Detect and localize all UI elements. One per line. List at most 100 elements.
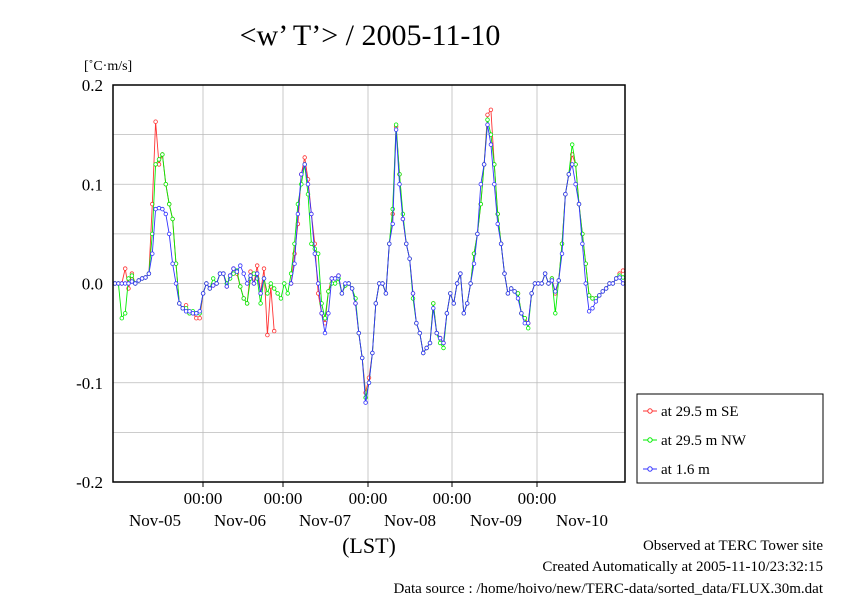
- data-point: [187, 309, 192, 314]
- data-point: [427, 340, 433, 346]
- data-point: [305, 181, 311, 187]
- data-point: [421, 350, 426, 356]
- data-point: [363, 400, 368, 405]
- plot-frame: [112, 84, 626, 483]
- data-point: [380, 281, 385, 286]
- data-point: [231, 266, 236, 271]
- data-point: [156, 157, 162, 162]
- series-line: [290, 124, 624, 403]
- data-point: [288, 281, 294, 286]
- data-point: [542, 271, 548, 276]
- data-point: [465, 301, 470, 306]
- data-point: [556, 278, 561, 283]
- x-date-label: Nov-09: [470, 511, 522, 530]
- x-date-label: Nov-08: [384, 511, 436, 530]
- data-point: [150, 251, 155, 256]
- data-point: [397, 181, 402, 187]
- x-date-label: Nov-07: [299, 511, 351, 530]
- data-point: [332, 276, 338, 281]
- y-axis-ticks: 0.2 0.1 0.0 -0.1 -0.2: [76, 76, 103, 492]
- data-point: [573, 181, 578, 187]
- data-point: [414, 321, 419, 326]
- x-date-label: Nov-05: [129, 511, 181, 530]
- data-point: [410, 291, 416, 296]
- data-point: [224, 284, 229, 289]
- data-point: [431, 301, 436, 306]
- data-point: [559, 241, 565, 246]
- data-point: [570, 142, 575, 147]
- y-tick-label: 0.2: [82, 76, 103, 95]
- data-point: [553, 289, 558, 294]
- data-point: [485, 122, 490, 127]
- data-point: [238, 263, 243, 268]
- data-point: [488, 142, 494, 147]
- data-point: [590, 306, 595, 311]
- chart-title: <w’ T’> / 2005-11-10: [240, 19, 501, 52]
- x-date-label: Nov-10: [556, 511, 608, 530]
- data-point: [346, 281, 351, 286]
- data-point: [133, 281, 138, 286]
- data-point: [393, 127, 399, 132]
- series-line: [115, 119, 624, 398]
- data-point: [166, 201, 172, 207]
- series-1: [112, 117, 626, 400]
- x-tick-time-label: 00:00: [264, 489, 303, 508]
- x-tick-time-label: 00:00: [184, 489, 223, 508]
- data-point: [255, 271, 260, 276]
- data-point: [163, 211, 168, 217]
- data-point: [332, 281, 338, 286]
- data-point: [407, 256, 412, 261]
- data-point: [248, 269, 253, 274]
- data-point: [136, 278, 141, 283]
- data-point: [207, 286, 212, 291]
- data-point: [393, 122, 399, 127]
- footer-observed: Observed at TERC Tower site: [643, 538, 823, 554]
- data-point: [373, 301, 378, 306]
- data-point: [309, 211, 314, 217]
- data-point: [454, 281, 460, 286]
- data-point: [170, 216, 175, 222]
- data-point: [272, 286, 277, 291]
- data-point: [265, 291, 270, 296]
- data-point: [326, 289, 331, 294]
- data-point: [244, 281, 250, 286]
- data-point: [356, 330, 361, 336]
- data-point: [248, 273, 253, 278]
- data-point: [366, 380, 372, 385]
- data-point: [539, 281, 544, 286]
- data-point: [122, 311, 128, 316]
- legend-swatch-marker: [647, 466, 653, 472]
- data-point: [234, 269, 240, 274]
- data-point: [170, 261, 175, 266]
- data-point: [238, 284, 243, 289]
- data-point: [173, 281, 179, 286]
- data-point: [610, 281, 615, 286]
- data-point: [163, 181, 168, 187]
- data-point: [258, 301, 263, 306]
- data-point: [515, 291, 521, 296]
- x-date-label: Nov-06: [214, 511, 266, 530]
- data-point: [475, 231, 480, 237]
- data-point: [431, 306, 436, 311]
- data-point: [509, 286, 514, 291]
- data-point: [302, 162, 307, 167]
- data-point: [265, 332, 270, 338]
- series-line: [115, 207, 265, 314]
- data-point: [282, 281, 287, 286]
- data-point: [593, 299, 599, 304]
- data-point: [563, 191, 568, 197]
- data-point: [153, 162, 158, 167]
- data-point: [285, 291, 290, 296]
- data-point: [448, 291, 453, 296]
- data-point: [129, 279, 135, 284]
- data-point: [339, 291, 345, 296]
- series-layer: [112, 107, 626, 405]
- data-point: [261, 266, 267, 271]
- data-point: [322, 330, 328, 336]
- legend-items: at 29.5 m SE at 29.5 m NW at 1.6 m: [643, 404, 747, 478]
- data-point: [210, 283, 216, 288]
- y-axis-unit: [˚C·m/s]: [84, 59, 132, 74]
- data-point: [241, 296, 246, 301]
- data-point: [586, 309, 592, 314]
- data-point: [319, 311, 324, 316]
